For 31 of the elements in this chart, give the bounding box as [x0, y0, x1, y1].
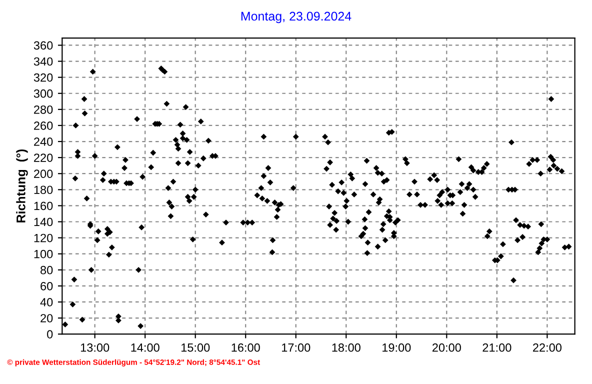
y-tick-label: 120: [34, 234, 53, 242]
y-tick-label: 40: [40, 298, 53, 306]
y-tick-label: 340: [34, 57, 53, 66]
x-tick-label: 13:00: [80, 343, 110, 352]
y-tick-label: 80: [40, 266, 53, 274]
x-tick-label: 20:00: [432, 343, 461, 352]
y-tick-label: 300: [34, 89, 53, 98]
y-tick-label: 320: [34, 73, 53, 82]
y-tick-label: 60: [40, 282, 53, 290]
y-tick-label: 160: [34, 202, 53, 210]
y-tick-label: 280: [34, 105, 53, 114]
y-tick-label: 140: [34, 218, 53, 226]
y-tick-label: 0: [47, 330, 53, 338]
y-tick-label: 20: [40, 314, 53, 322]
y-tick-label: 240: [34, 138, 53, 146]
y-tick-label: 180: [34, 186, 53, 194]
y-tick-label: 200: [34, 170, 53, 178]
y-tick-label: 100: [34, 250, 53, 258]
x-tick-label: 21:00: [482, 343, 512, 352]
x-tick-label: 22:00: [533, 343, 562, 352]
y-tick-label: 360: [34, 41, 53, 50]
x-tick-label: 15:00: [181, 343, 210, 352]
x-tick-label: 19:00: [382, 343, 411, 352]
x-tick-label: 18:00: [332, 343, 360, 352]
x-tick-label: 17:00: [282, 343, 310, 352]
y-tick-label: 260: [34, 122, 53, 130]
x-tick-label: 16:00: [232, 343, 260, 352]
y-tick-label: 220: [34, 154, 53, 162]
chart-title: Montag, 23.09.2024: [241, 12, 352, 24]
y-axis-title: Richtung (°): [16, 149, 28, 222]
x-tick-label: 14:00: [131, 343, 160, 352]
